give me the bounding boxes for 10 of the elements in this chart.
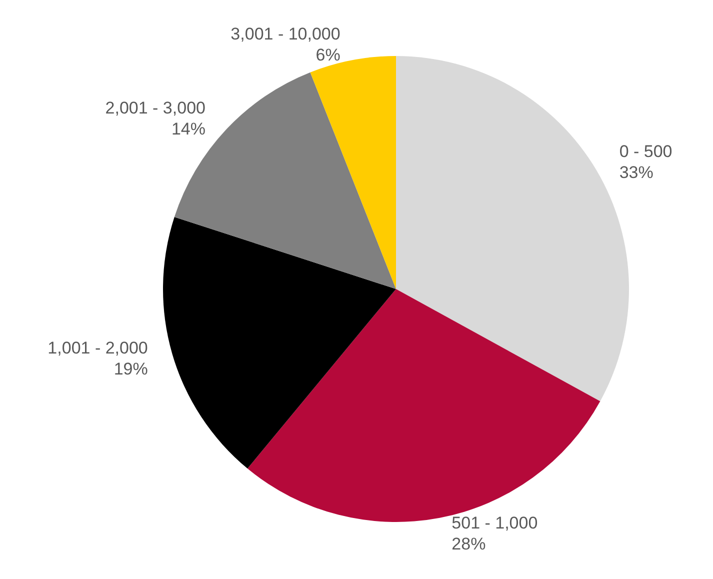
data-label: 14% [171, 120, 206, 139]
slice-label: 1,001 - 2,000 [48, 338, 148, 358]
data-label: 6% [316, 45, 340, 64]
slice-label: 0 - 500 [619, 142, 672, 162]
slice-label: 501 - 1,000 [452, 514, 538, 533]
slice-label: 2,001 - 3,000 [105, 98, 206, 118]
data-label: 19% [114, 359, 148, 378]
slice-label: 3,001 - 10,000 [230, 24, 340, 44]
data-label: 28% [452, 534, 486, 554]
data-label: 33% [619, 163, 654, 182]
